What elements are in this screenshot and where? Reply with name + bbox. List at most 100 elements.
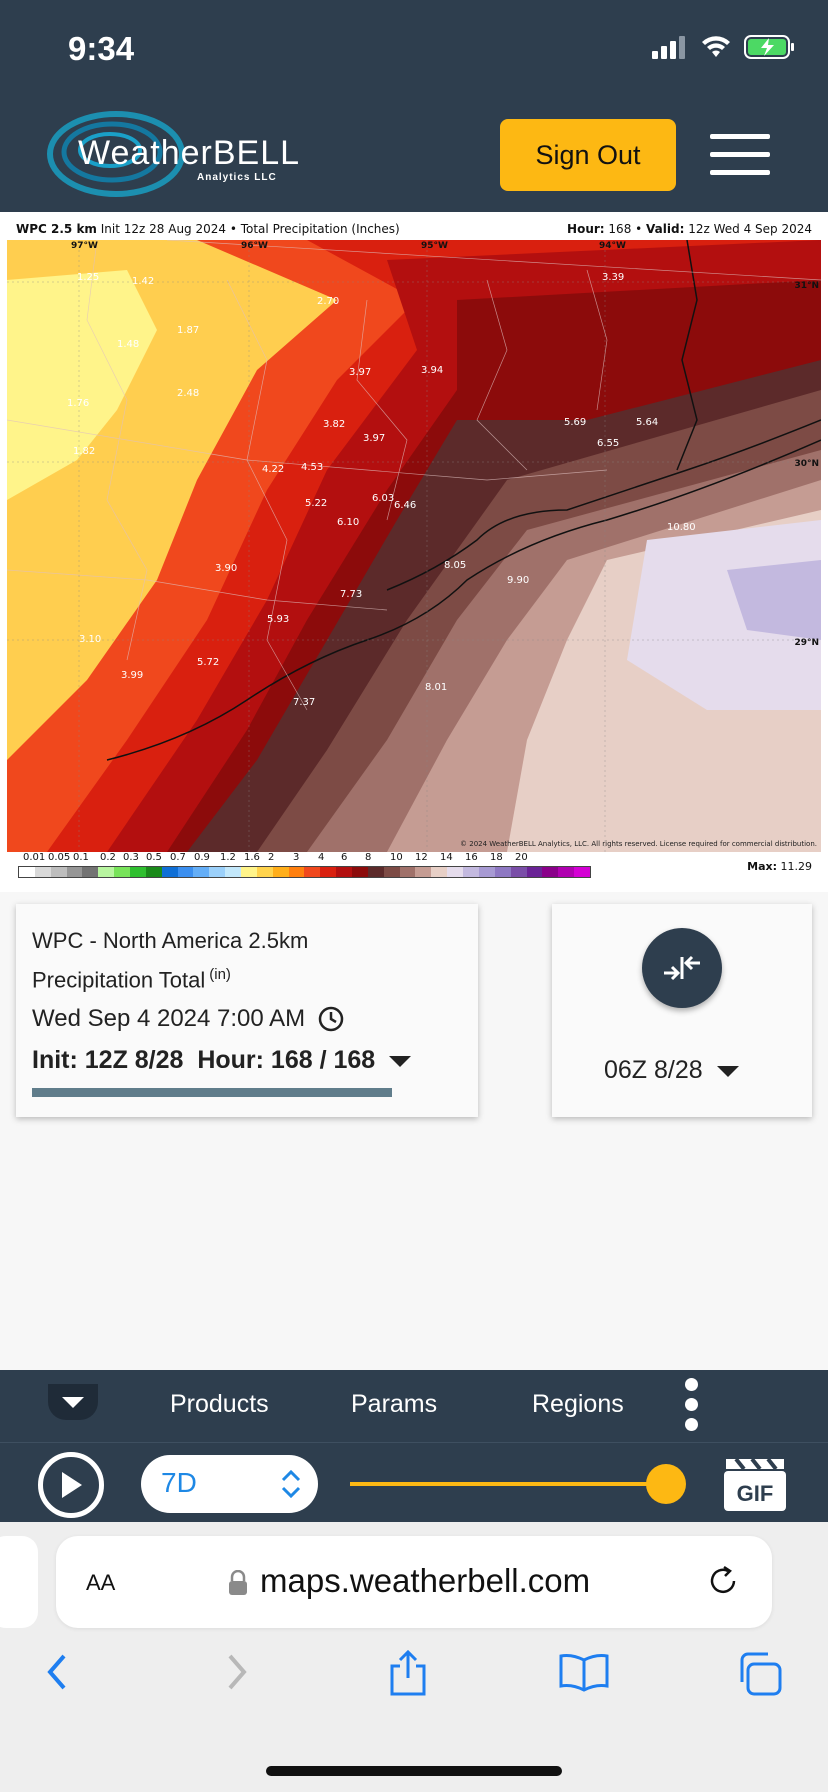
gif-export-icon[interactable]: GIF <box>722 1457 788 1513</box>
init-hour-text: Init: 12Z 8/28 Hour: 168 / 168 <box>32 1046 376 1074</box>
model-info-card[interactable]: WPC - North America 2.5km Precipitation … <box>16 904 478 1117</box>
play-button[interactable] <box>38 1452 104 1518</box>
legend-swatch <box>526 867 543 877</box>
status-time: 9:34 <box>68 30 135 67</box>
legend-tick-label: 0.5 <box>146 852 162 863</box>
legend-swatch <box>320 867 337 877</box>
compare-card[interactable]: 06Z 8/28 <box>552 904 812 1117</box>
timeline-slider-track[interactable] <box>350 1482 668 1486</box>
more-options-icon[interactable] <box>685 1378 701 1434</box>
map-point-value: 5.93 <box>267 614 289 625</box>
nav-products[interactable]: Products <box>170 1390 269 1418</box>
legend-tick-labels: 0.01 0.05 0.1 0.2 0.3 0.5 0.7 0.9 1.2 1.6 2 3 4 6 8 10 1… <box>18 852 594 864</box>
legend-tick-label: 0.9 <box>194 852 210 863</box>
bookmarks-icon[interactable] <box>558 1652 610 1692</box>
map-point-value: 6.55 <box>597 438 619 449</box>
legend-swatch <box>98 867 115 877</box>
share-icon[interactable] <box>388 1650 428 1696</box>
legend-tick-label: 10 <box>390 852 403 863</box>
nav-regions[interactable]: Regions <box>532 1390 624 1418</box>
map-point-value: 3.39 <box>602 272 624 283</box>
map-init-label: Init 12z 28 Aug 2024 • Total Precipitati… <box>100 222 400 236</box>
precipitation-map[interactable]: 1.25 1.42 1.48 1.87 1.76 1.82 2.48 2.70 3.97 3.94… <box>7 240 821 852</box>
map-point-value: 2.70 <box>317 296 339 307</box>
legend-swatch <box>241 867 257 877</box>
legend-swatch <box>145 867 162 877</box>
previous-tab-card[interactable] <box>0 1536 38 1628</box>
legend-tick-label: 0.3 <box>123 852 139 863</box>
map-model-label: WPC 2.5 km <box>16 222 97 236</box>
legend-swatch <box>383 867 400 877</box>
legend-tick-label: 0.2 <box>100 852 116 863</box>
legend-swatch <box>574 867 590 877</box>
map-point-value: 3.97 <box>363 433 385 444</box>
timeline-slider-thumb[interactable] <box>646 1464 686 1504</box>
bottom-nav-bar: Products Params Regions <box>0 1370 828 1442</box>
parameter-name: Precipitation Total (in) <box>32 966 231 993</box>
collapse-toggle[interactable] <box>48 1384 98 1420</box>
map-point-value: 6.03 <box>372 493 394 504</box>
map-point-value: 1.82 <box>73 446 95 457</box>
map-point-value: 4.53 <box>301 462 323 473</box>
updown-chevron-icon <box>281 1469 301 1499</box>
valid-time-text: Wed Sep 4 2024 7:00 AM <box>32 1005 306 1032</box>
map-point-value: 4.22 <box>262 464 284 475</box>
legend-tick-label: 2 <box>268 852 275 863</box>
valid-time[interactable]: Wed Sep 4 2024 7:00 AM <box>32 1005 345 1033</box>
legend-swatch <box>304 867 321 877</box>
logo-text: WeatherBELL <box>78 134 301 172</box>
legend-swatch <box>225 867 242 877</box>
sign-out-button[interactable]: Sign Out <box>500 119 676 191</box>
url-text: maps.weatherbell.com <box>260 1562 591 1599</box>
map-point-value: 7.73 <box>340 589 362 600</box>
legend-swatch <box>161 867 178 877</box>
address-bar[interactable]: AA maps.weatherbell.com <box>56 1536 772 1628</box>
reload-icon[interactable] <box>706 1564 740 1598</box>
legend-swatch <box>114 867 131 877</box>
legend-swatch <box>415 867 432 877</box>
forward-icon[interactable] <box>224 1652 250 1692</box>
map-longitude-label: 94°W <box>599 241 626 251</box>
map-point-value: 6.46 <box>394 500 416 511</box>
map-copyright: © 2024 WeatherBELL Analytics, LLC. All r… <box>460 840 817 848</box>
map-point-value: 3.10 <box>79 634 101 645</box>
tabs-icon[interactable] <box>736 1652 784 1696</box>
init-hour-selector[interactable]: Init: 12Z 8/28 Hour: 168 / 168 <box>32 1046 412 1075</box>
legend-swatch <box>542 867 559 877</box>
menu-icon[interactable] <box>710 134 770 178</box>
legend-tick-label: 18 <box>490 852 503 863</box>
battery-charging-icon <box>744 35 794 59</box>
legend-tick-label: 1.6 <box>244 852 260 863</box>
legend-swatch <box>510 867 527 877</box>
hour-label: Hour: <box>567 222 605 236</box>
status-icons <box>652 34 796 60</box>
wifi-icon <box>702 36 730 57</box>
compare-button[interactable] <box>642 928 722 1008</box>
legend-swatch <box>478 867 495 877</box>
clock-icon[interactable] <box>317 1005 345 1033</box>
back-icon[interactable] <box>44 1652 70 1692</box>
map-latitude-label: 29°N <box>794 638 819 648</box>
map-latitude-label: 31°N <box>794 281 819 291</box>
legend-swatch <box>558 867 575 877</box>
map-point-value: 8.05 <box>444 560 466 571</box>
nav-params[interactable]: Params <box>351 1390 438 1418</box>
valid-value: 12z Wed 4 Sep 2024 <box>688 222 812 236</box>
legend-swatch <box>34 867 51 877</box>
time-range-select[interactable]: 7D <box>141 1455 318 1513</box>
map-point-value: 8.01 <box>425 682 447 693</box>
caret-down-icon <box>716 1065 739 1077</box>
legend-tick-label: 1.2 <box>220 852 236 863</box>
map-valid-label: Hour: 168 • Valid: 12z Wed 4 Sep 2024 <box>567 222 812 236</box>
run-selector[interactable]: 06Z 8/28 <box>604 1056 739 1085</box>
map-title: WPC 2.5 km Init 12z 28 Aug 2024 • Total … <box>16 222 400 236</box>
legend-swatch <box>352 867 368 877</box>
map-point-value: 5.69 <box>564 417 586 428</box>
map-point-value: 3.99 <box>121 670 143 681</box>
gif-label: GIF <box>737 1481 774 1506</box>
legend-swatch <box>19 867 35 877</box>
run-label: 06Z 8/28 <box>604 1056 703 1084</box>
home-indicator <box>266 1766 562 1776</box>
reader-options-button[interactable]: AA <box>86 1564 115 1598</box>
max-value-label: Max: 11.29 <box>747 860 812 873</box>
